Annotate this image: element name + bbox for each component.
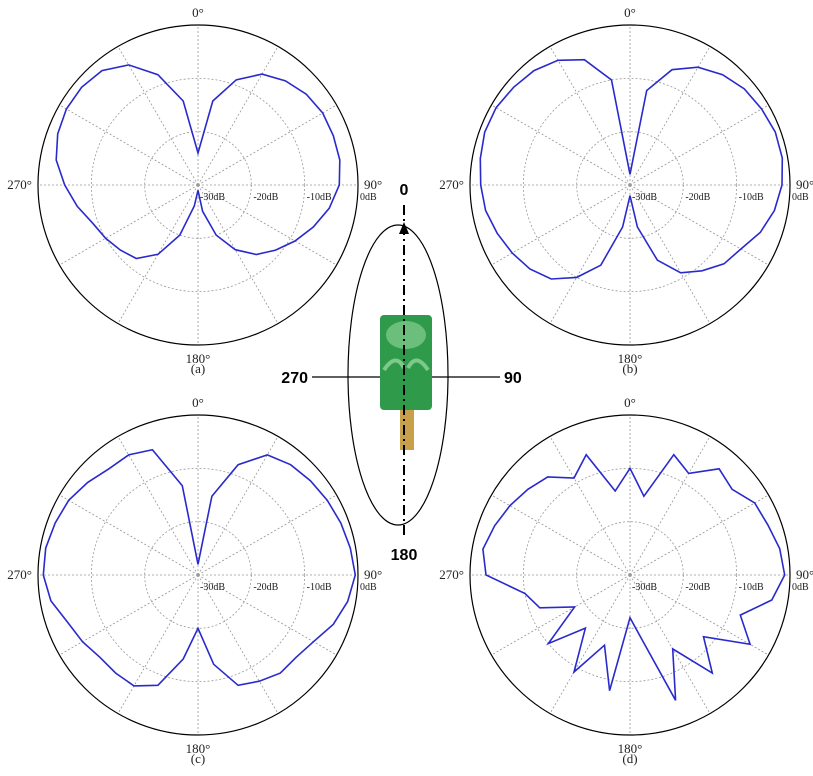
theta-tick-label: 270° [7, 177, 32, 192]
caption: (b) [622, 361, 637, 376]
spoke [629, 184, 769, 266]
theta-tick-label: 90° [796, 177, 813, 192]
connector [400, 410, 414, 450]
pattern-line [55, 64, 341, 260]
theta-tick-label: 180° [618, 741, 643, 756]
r-tick-label: -20dB [685, 582, 710, 593]
theta-tick-label: 0° [624, 5, 636, 20]
spoke [197, 184, 279, 324]
antenna-diagram: 0 180 270 90 [281, 182, 522, 564]
spoke [549, 46, 631, 186]
spoke [59, 574, 199, 656]
spoke [549, 436, 631, 576]
outer-circle [469, 414, 791, 736]
spoke [59, 494, 199, 576]
spoke [629, 436, 711, 576]
label-180: 180 [391, 547, 418, 564]
outer-circle [37, 24, 359, 346]
pattern-line [42, 448, 357, 687]
antenna-arms [382, 358, 430, 372]
r-tick-label: -30dB [632, 582, 657, 593]
grid-circle [90, 77, 306, 293]
spoke [197, 436, 279, 576]
r-tick-label: -10dB [307, 582, 332, 593]
caption: (a) [191, 361, 205, 376]
theta-tick-label: 90° [796, 567, 813, 582]
spoke [491, 574, 631, 656]
pattern-line [482, 453, 786, 701]
spoke [197, 104, 337, 186]
label-90: 90 [504, 370, 522, 387]
r-tick-label: 0dB [792, 192, 809, 203]
r-tick-label: 0dB [792, 582, 809, 593]
spoke [491, 104, 631, 186]
theta-tick-label: 270° [7, 567, 32, 582]
spoke [117, 46, 199, 186]
outer-circle [37, 414, 359, 736]
grid-circle [144, 521, 252, 629]
r-tick-label: -30dB [632, 192, 657, 203]
caption: (c) [191, 751, 205, 766]
r-tick-label: -20dB [253, 582, 278, 593]
grid-circle [90, 467, 306, 683]
label-270: 270 [281, 370, 308, 387]
spoke [629, 184, 711, 324]
r-tick-label: -10dB [307, 192, 332, 203]
spoke [59, 104, 199, 186]
spoke [197, 494, 337, 576]
spoke [629, 104, 769, 186]
theta-tick-label: 270° [439, 177, 464, 192]
spoke [549, 184, 631, 324]
r-tick-label: -20dB [253, 192, 278, 203]
theta-tick-label: 180° [618, 351, 643, 366]
r-tick-label: 0dB [360, 192, 377, 203]
outer-circle [469, 24, 791, 346]
theta-tick-label: 270° [439, 567, 464, 582]
grid-circle [576, 131, 684, 239]
r-tick-label: -30dB [200, 582, 225, 593]
spoke [549, 574, 631, 714]
caption: (d) [622, 751, 637, 766]
pattern-line [479, 58, 784, 280]
spoke [197, 574, 279, 714]
theta-tick-label: 0° [192, 395, 204, 410]
orbit [347, 224, 449, 526]
theta-tick-label: 90° [364, 567, 382, 582]
spoke [197, 46, 279, 186]
spoke [491, 494, 631, 576]
r-tick-label: -10dB [739, 582, 764, 593]
spoke [629, 494, 769, 576]
theta-tick-label: 0° [624, 395, 636, 410]
grid-circle [522, 77, 738, 293]
label-0: 0 [400, 182, 409, 199]
theta-tick-label: 180° [186, 741, 211, 756]
r-tick-label: -10dB [739, 192, 764, 203]
spoke [197, 184, 337, 266]
spoke [117, 436, 199, 576]
theta-tick-label: 90° [364, 177, 382, 192]
r-tick-label: -30dB [200, 192, 225, 203]
r-tick-label: -20dB [685, 192, 710, 203]
r-tick-label: 0dB [360, 582, 377, 593]
spoke [59, 184, 199, 266]
arrow [399, 222, 409, 234]
theta-tick-label: 0° [192, 5, 204, 20]
spoke [629, 574, 711, 714]
antenna-patch [386, 321, 426, 349]
grid-circle [522, 467, 738, 683]
spoke [629, 574, 769, 656]
spoke [117, 574, 199, 714]
grid-circle [144, 131, 252, 239]
grid-circle [576, 521, 684, 629]
spoke [629, 46, 711, 186]
spoke [491, 184, 631, 266]
theta-tick-label: 180° [186, 351, 211, 366]
